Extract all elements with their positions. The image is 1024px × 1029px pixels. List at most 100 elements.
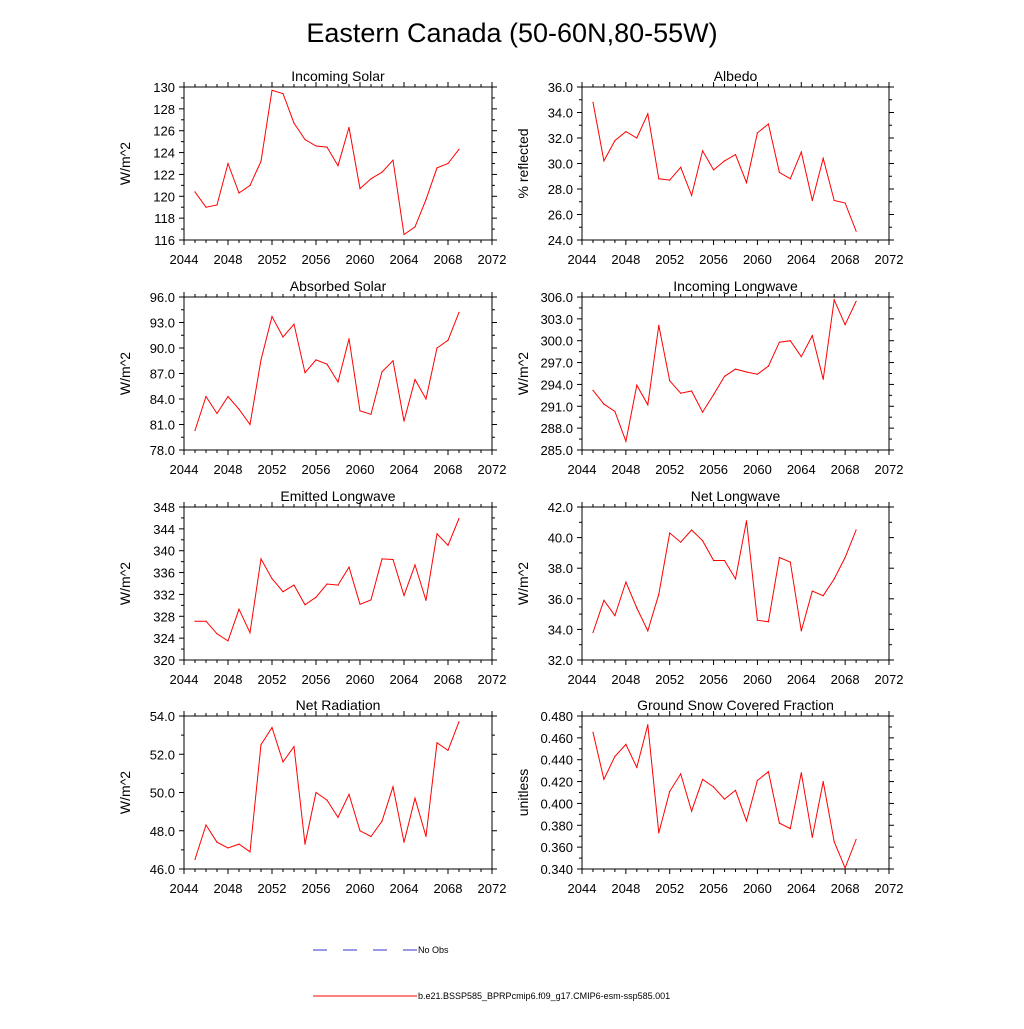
data-point	[392, 159, 394, 161]
data-point	[249, 423, 251, 426]
y-tick-label: 116	[154, 233, 175, 248]
data-point	[194, 858, 196, 861]
data-point	[647, 630, 649, 632]
data-point	[205, 206, 207, 208]
data-point	[370, 413, 372, 415]
data-point	[282, 591, 284, 593]
data-point	[271, 578, 273, 580]
x-tick-label: 2052	[655, 252, 684, 267]
data-point	[658, 178, 660, 180]
data-point	[238, 408, 240, 410]
series-line	[194, 721, 460, 860]
y-tick-label: 28.0	[548, 182, 573, 197]
data-point	[658, 324, 660, 326]
data-point	[844, 556, 846, 559]
data-point	[216, 412, 218, 415]
data-point	[348, 793, 350, 796]
data-point	[680, 541, 682, 543]
data-point	[293, 323, 295, 325]
x-tick-label: 2048	[214, 881, 243, 896]
data-point	[833, 299, 835, 301]
data-point	[789, 561, 791, 563]
data-point	[315, 359, 317, 361]
data-point	[658, 832, 660, 834]
legend: No Obs b.e21.BSSP585_BPRPcmip6.f09_g17.C…	[313, 945, 670, 1001]
data-point	[359, 188, 361, 190]
data-point	[745, 520, 748, 522]
series-line	[592, 724, 857, 870]
y-tick-label: 122	[153, 167, 175, 182]
x-tick-label: 2060	[346, 462, 375, 477]
x-tick-label: 2052	[258, 672, 287, 687]
data-point	[636, 766, 638, 769]
y-tick-label: 0.480	[540, 709, 573, 724]
y-axis-label: W/m^2	[117, 562, 133, 605]
data-point	[447, 162, 449, 165]
y-tick-label: 54.0	[150, 709, 175, 724]
data-point	[436, 347, 438, 349]
data-point	[238, 608, 240, 610]
data-point	[756, 779, 759, 782]
data-point	[326, 146, 328, 148]
data-point	[800, 630, 802, 632]
plot-frame	[183, 296, 493, 451]
data-point	[238, 192, 240, 194]
data-point	[855, 529, 857, 531]
data-point	[348, 338, 350, 340]
x-tick-label: 2048	[611, 881, 640, 896]
data-point	[359, 410, 361, 412]
x-tick-label: 2068	[831, 881, 860, 896]
data-point	[392, 360, 394, 362]
data-point	[680, 773, 682, 775]
data-point	[844, 202, 846, 204]
data-point	[216, 633, 218, 635]
data-point	[833, 841, 835, 843]
y-tick-label: 126	[153, 124, 175, 139]
x-tick-label: 2052	[258, 252, 287, 267]
y-tick-label: 344	[153, 522, 175, 537]
y-tick-label: 93.0	[150, 316, 175, 331]
y-tick-label: 130	[153, 80, 175, 95]
y-axis-label: W/m^2	[515, 352, 531, 395]
data-point	[194, 620, 196, 622]
x-tick-label: 2048	[611, 672, 640, 687]
data-point	[592, 389, 594, 391]
y-tick-label: 0.420	[540, 775, 573, 790]
data-point	[855, 230, 857, 232]
data-point	[425, 835, 427, 838]
x-tick-label: 2068	[434, 672, 463, 687]
x-tick-label: 2072	[875, 672, 904, 687]
data-point	[216, 204, 218, 206]
data-point	[403, 420, 405, 422]
data-point	[614, 410, 616, 412]
data-point	[603, 403, 605, 405]
x-tick-label: 2044	[568, 672, 597, 687]
x-tick-label: 2060	[743, 462, 772, 477]
data-point	[822, 378, 824, 380]
y-axis-label: W/m^2	[117, 771, 133, 814]
data-point	[778, 171, 781, 173]
data-point	[436, 533, 438, 535]
data-point	[691, 194, 693, 196]
y-tick-label: 0.400	[540, 796, 573, 811]
data-point	[293, 122, 295, 124]
data-point	[723, 160, 726, 162]
series-line	[194, 312, 460, 431]
data-point	[614, 615, 616, 617]
x-tick-label: 2056	[302, 252, 331, 267]
y-tick-label: 78.0	[150, 443, 175, 458]
x-tick-label: 2044	[568, 252, 597, 267]
data-point	[194, 191, 196, 193]
data-point	[348, 566, 350, 568]
data-point	[767, 365, 770, 367]
x-tick-label: 2068	[434, 881, 463, 896]
data-point	[702, 540, 704, 542]
y-tick-label: 81.0	[150, 418, 175, 433]
data-point	[315, 791, 317, 794]
x-tick-label: 2072	[478, 252, 507, 267]
data-point	[260, 359, 262, 361]
panel-title: Emitted Longwave	[280, 488, 395, 504]
y-axis-label: % reflected	[515, 128, 531, 198]
x-tick-label: 2056	[302, 672, 331, 687]
x-tick-label: 2052	[655, 462, 684, 477]
